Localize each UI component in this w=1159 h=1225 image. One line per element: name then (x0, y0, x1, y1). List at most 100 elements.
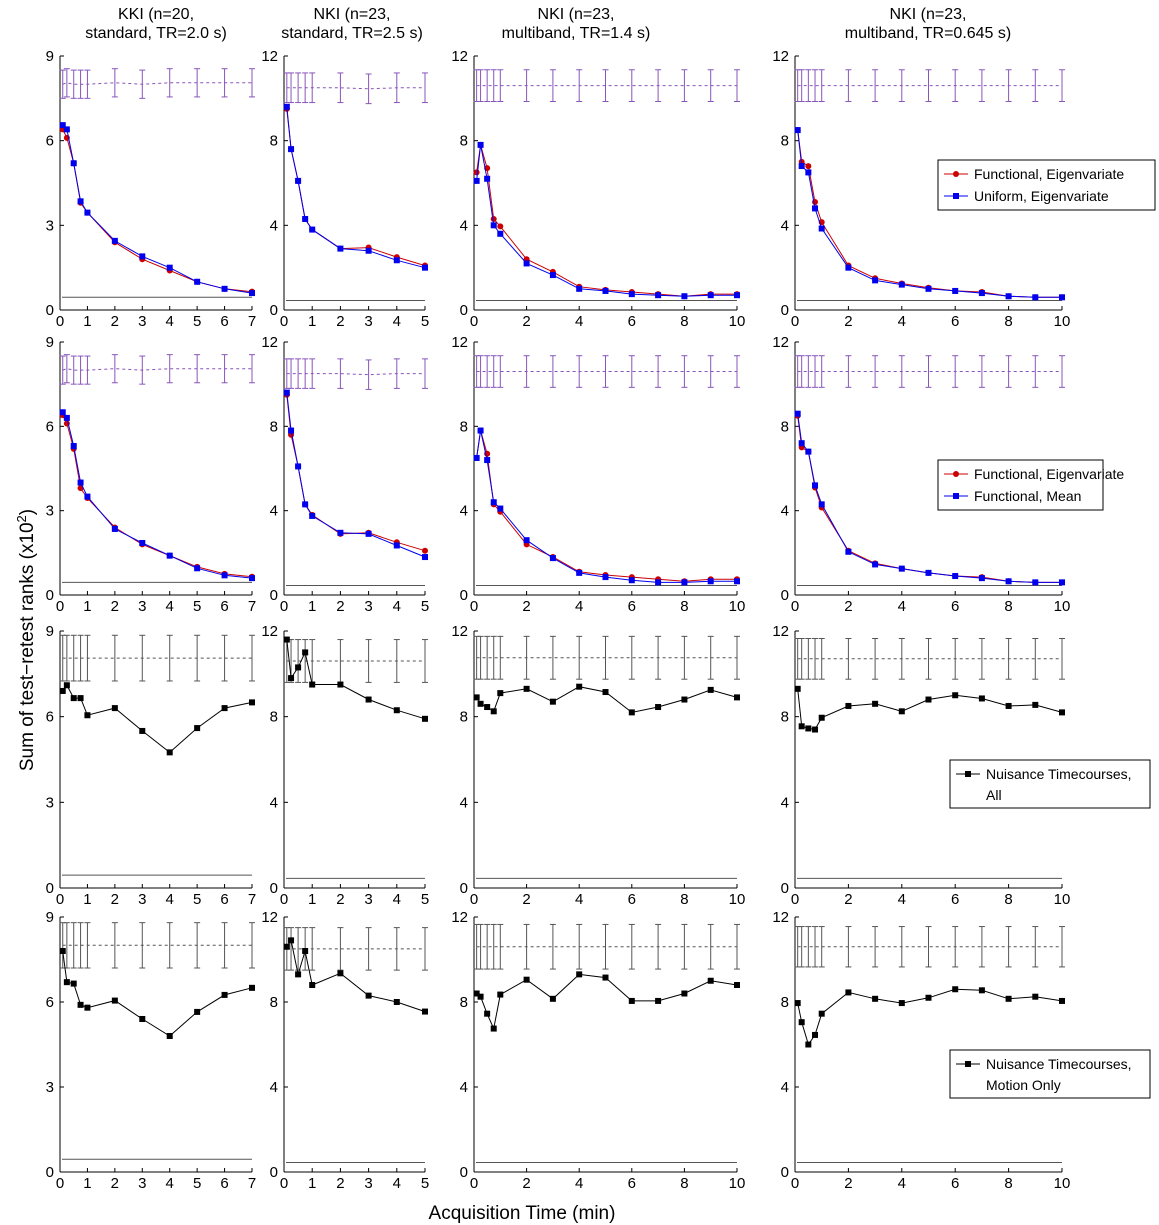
panel-r2-c1-series-2-point (70, 443, 77, 450)
panel-r4-c3-x-tick-label: 0 (470, 1175, 478, 1192)
panel-r3-c4-x-tick-label: 10 (1054, 891, 1071, 908)
panel-r4-c1-x-tick-label: 3 (138, 1175, 146, 1192)
panel-r3-c2-series-1-point (288, 675, 295, 682)
panel-r1-c2-null-error-bar (302, 72, 309, 104)
panel-r1-c1-null-error-bar (111, 68, 118, 98)
panel-r2-c3-null-error-bar (549, 355, 556, 388)
panel-r2-c1-series-2-point (194, 565, 201, 572)
panel-r2-c4-null-error-bar (898, 355, 905, 388)
panel-r1-c1-null-mean-line (62, 82, 252, 85)
panel-r3-c1-null-error-bar (221, 634, 228, 682)
panel-r2-c1-series-2-point (111, 525, 118, 532)
panel-r2-c3-null-error-bar (490, 355, 497, 388)
panel-r4-c1-series-1-point (139, 1016, 146, 1022)
panel-r2-c2-series-2-point (393, 542, 400, 549)
panel-r4-c4-series-1 (794, 986, 1065, 1048)
panel-r2-c1-null-error-bar (111, 354, 118, 384)
panel-r1-c4-series-2-point (925, 285, 932, 292)
panel-r2-c2-series-1-line (286, 394, 426, 552)
panel-r3-c1-null-error-bar (70, 634, 77, 682)
panel-r3-c4-series-1-point (794, 685, 801, 692)
panel-r1-c3-x-tick-label: 8 (680, 313, 688, 330)
panel-r2-c4-series-2-point (1032, 579, 1039, 586)
panel-r1-c1-series-2-point (70, 160, 77, 167)
panel-r3-c3-series-1 (473, 683, 740, 716)
panel-r2-c4-y-tick-label: 12 (772, 334, 789, 351)
panel-r2-c1-x-tick-label: 0 (56, 598, 64, 615)
panel-r4-c2-x-tick-label: 5 (421, 1175, 429, 1192)
panel-r3-c3-y-tick-label: 12 (451, 623, 468, 640)
panel-r4-c1-series-1-point (249, 984, 255, 991)
panel-r1-c4: 0 4 8 12 0 2 4 6 8 10 (772, 48, 1070, 330)
panel-r1-c1-series-2-point (166, 264, 173, 271)
panel-r1-c3-null-error-bar (576, 69, 583, 103)
panel-r1-c1-null-error-bar (70, 69, 77, 99)
panel-r1-c3-series-2-point (681, 293, 688, 300)
panel-r4-c1-series-1-point (59, 948, 66, 954)
panel-r1-c2-null-error-bar (288, 72, 295, 104)
panel-r3-c3: 0 4 8 12 0 2 4 6 8 10 (451, 623, 745, 908)
panel-r1-c4-y-tick-label: 4 (781, 217, 789, 234)
panel-r3-c1-series-1-point (70, 695, 77, 702)
legend-row-1: Functional, Eigenvariate Uniform, Eigenva… (937, 159, 1156, 211)
panel-r2-c1-series-2-point (139, 539, 146, 546)
panel-r4-c3-series-1-point (523, 976, 530, 983)
panel-r2-c3-null-error-bar (602, 355, 609, 388)
panel-r1-c3-series-1-point (497, 223, 504, 230)
legend-box (937, 159, 1156, 211)
panel-r4-c1-x-tick-label: 5 (193, 1175, 201, 1192)
panel-r4-c3-null-error-bar (576, 923, 583, 970)
panel-r2-c1-null-error-bar (70, 355, 77, 385)
panel-r1-c2-null-error-bar (295, 72, 302, 104)
panel-r2-c1-x-tick-label: 5 (193, 598, 201, 615)
panel-r4-c4: 0 4 8 12 0 2 4 6 8 10 (772, 909, 1070, 1192)
panel-r1-c3: 0 4 8 12 0 2 4 6 8 10 (451, 48, 745, 330)
panel-r2-c2-series-2 (283, 389, 428, 561)
panel-r2-c3-null-error-bar (576, 355, 583, 388)
panel-r4-c2-series-1-point (309, 982, 316, 988)
panel-r1-c1-series-2-point (59, 122, 66, 129)
panel-r1-c3-series-2-point (576, 285, 583, 292)
panel-r1-c4-y-tick-label: 8 (781, 133, 789, 150)
panel-r1-c3-null-error-bar (707, 69, 714, 103)
panel-r2-c4-series-2 (794, 410, 1065, 586)
panel-r3-c2-series-1-point (337, 681, 344, 688)
panel-r4-c3-series-1-point (549, 995, 556, 1002)
panel-r1-c4-series-2-point (1005, 293, 1012, 300)
panel-r1-c1-series-2-point (139, 253, 146, 260)
panel-r1-c4-null-error-bar (898, 69, 905, 103)
panel-r3-c1-x-tick-label: 7 (248, 891, 256, 908)
panel-r1-c4-null-error-bar (925, 69, 932, 103)
panel-r1-c3-series-2-point (734, 292, 740, 299)
panel-r3-c4-series-1-point (1059, 709, 1065, 716)
panel-r1-c1-x-tick-label: 0 (56, 313, 64, 330)
panel-r1-c2-series-1-line (286, 108, 426, 267)
panel-r3-c2-series-1-point (393, 707, 400, 714)
panel-r3-c3-series-1-point (477, 700, 484, 707)
panel-r4-c1-x-tick-label: 2 (111, 1175, 119, 1192)
panel-r3-c4: 0 4 8 12 0 2 4 6 8 10 (772, 623, 1070, 908)
panel-r4-c4-x-tick-label: 6 (951, 1175, 959, 1192)
panel-r4-c3-series-1-point (734, 982, 740, 988)
panel-r4-c4-x-tick-label: 4 (898, 1175, 906, 1192)
panel-r3-c1: 0 3 6 9 0 1 2 3 4 5 6 7 (46, 623, 257, 908)
panel-r1-c1-null-error-bar (249, 68, 255, 98)
panel-r1-c4-series-2-point (798, 163, 805, 170)
panel-r2-c3-series-2 (473, 427, 740, 586)
panel-r1-c4-null-error-bar (1032, 69, 1039, 103)
panel-r3-c3-series-1-point (655, 704, 662, 711)
panel-r2-c2-y-tick-label: 12 (261, 334, 278, 351)
panel-r4-c3-x-tick-label: 6 (628, 1175, 636, 1192)
panel-r1-c3-series-2-line (476, 144, 737, 297)
panel-r2-c1: 0 3 6 9 0 1 2 3 4 5 6 7 (46, 334, 257, 615)
panel-r3-c2-series-1-point (422, 715, 428, 722)
panel-r1-c2-series-2-point (337, 245, 344, 252)
panel-r1-c2-null-error-bar (422, 72, 428, 104)
panel-r4-c2-null-error-bar (295, 927, 302, 971)
panel-r4-c4-y-tick-label: 12 (772, 909, 789, 926)
panel-r3-c3-null-error-bar (628, 635, 635, 680)
panel-r2-c2-null-mean-line (286, 373, 425, 376)
panel-r1-c1-series-2-point (194, 278, 201, 285)
panel-r4-c4-null-error-bar (978, 926, 985, 968)
panel-r1-c4-series-1-line (797, 130, 1062, 298)
